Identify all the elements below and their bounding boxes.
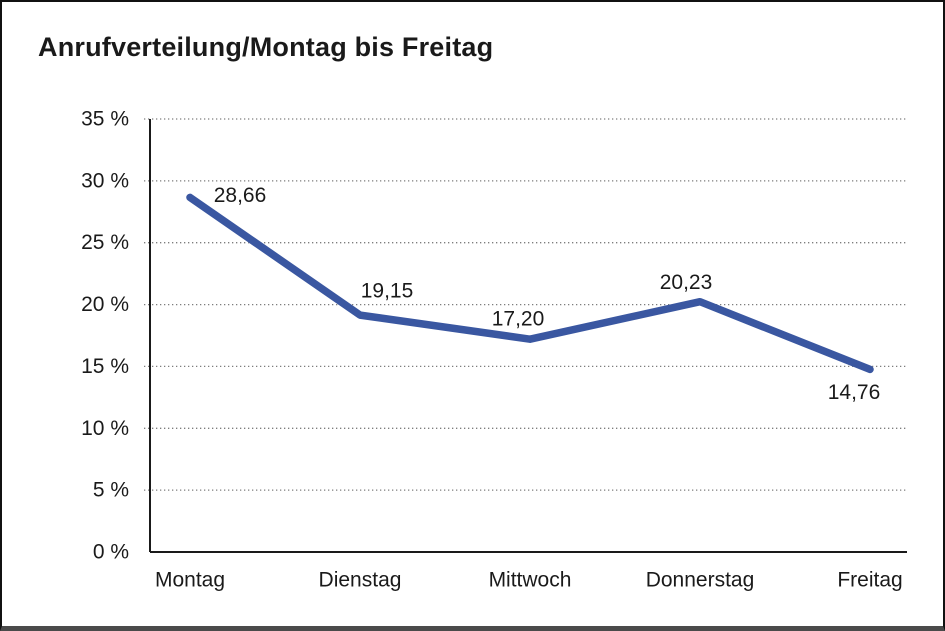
- y-axis-tick-label: 0 %: [93, 541, 129, 564]
- x-axis-category-label: Montag: [155, 569, 225, 592]
- y-axis-tick-label: 15 %: [81, 355, 129, 378]
- data-point-label: 14,76: [828, 381, 881, 404]
- y-axis-tick-label: 20 %: [81, 293, 129, 316]
- data-series-line: [186, 193, 874, 374]
- x-axis-category-label: Mittwoch: [489, 569, 572, 592]
- data-point-label: 17,20: [492, 308, 545, 331]
- data-point-label: 19,15: [361, 280, 414, 303]
- y-axis-tick-label: 35 %: [81, 108, 129, 131]
- y-axis-tick-label: 5 %: [93, 479, 129, 502]
- y-axis-tick-label: 30 %: [81, 169, 129, 192]
- x-axis-category-label: Donnerstag: [646, 569, 755, 592]
- x-axis-category-label: Freitag: [837, 569, 902, 592]
- y-axis-tick-label: 25 %: [81, 231, 129, 254]
- data-point-label: 28,66: [214, 184, 267, 207]
- x-axis-category-label: Dienstag: [319, 569, 402, 592]
- y-axis-tick-label: 10 %: [81, 417, 129, 440]
- data-point-label: 20,23: [660, 271, 713, 294]
- chart-title: Anrufverteilung/Montag bis Freitag: [38, 32, 494, 62]
